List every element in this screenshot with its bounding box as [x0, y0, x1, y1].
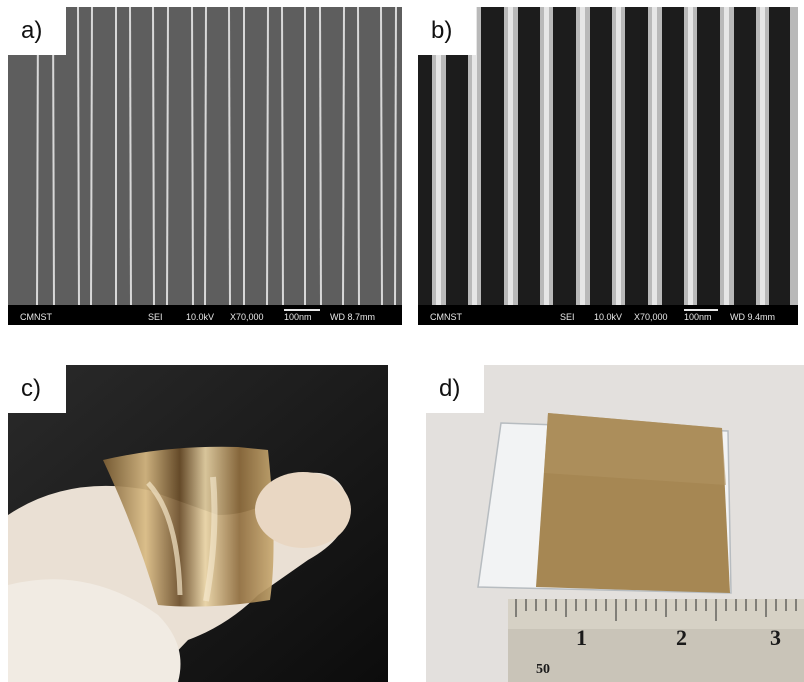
sem-scale: 100nm	[284, 312, 312, 322]
sem-magnification: X70,000	[634, 312, 668, 322]
ruler-mark-small: 50	[536, 662, 550, 677]
sem-info-bar: CMNST SEI 10.0kV X70,000 100nm WD 8.7mm	[8, 305, 402, 325]
panel-a: a) CMNST SEI 10.0kV X70,000 100nm WD 8.7…	[8, 7, 402, 325]
sem-mode: SEI	[148, 312, 163, 322]
photo-flexible-film	[8, 365, 388, 682]
panel-d: 1 2 3 50 d)	[426, 365, 804, 682]
panel-label-box: a)	[8, 7, 66, 55]
sem-magnification: X70,000	[230, 312, 264, 322]
panel-label-box: d)	[426, 365, 484, 413]
panel-label: d)	[439, 375, 461, 402]
sem-working-distance: WD 9.4mm	[730, 312, 775, 322]
photo-coated-substrate	[426, 365, 804, 682]
sem-lab: CMNST	[430, 312, 462, 322]
ruler-mark-2: 2	[676, 625, 687, 650]
sem-image-a	[8, 7, 402, 325]
sem-voltage: 10.0kV	[186, 312, 215, 322]
sem-voltage: 10.0kV	[594, 312, 623, 322]
sem-scale: 100nm	[684, 312, 712, 322]
scale-bar	[284, 309, 320, 311]
sem-working-distance: WD 8.7mm	[330, 312, 375, 322]
sem-info-bar: CMNST SEI 10.0kV X70,000 100nm WD 9.4mm	[418, 305, 798, 325]
panel-c: c)	[8, 365, 388, 682]
scale-bar	[684, 309, 718, 311]
sem-mode: SEI	[560, 312, 575, 322]
panel-label-box: c)	[8, 365, 66, 413]
ruler-mark-1: 1	[576, 625, 587, 650]
ruler-mark-3: 3	[770, 625, 781, 650]
sem-lab: CMNST	[20, 312, 52, 322]
panel-label: b)	[431, 17, 453, 44]
sem-image-b	[418, 7, 798, 325]
panel-label-box: b)	[418, 7, 476, 55]
panel-label: a)	[21, 17, 43, 44]
panel-label: c)	[21, 375, 41, 402]
panel-b: b) CMNST SEI 10.0kV X70,000 100nm WD 9.4…	[418, 7, 798, 325]
